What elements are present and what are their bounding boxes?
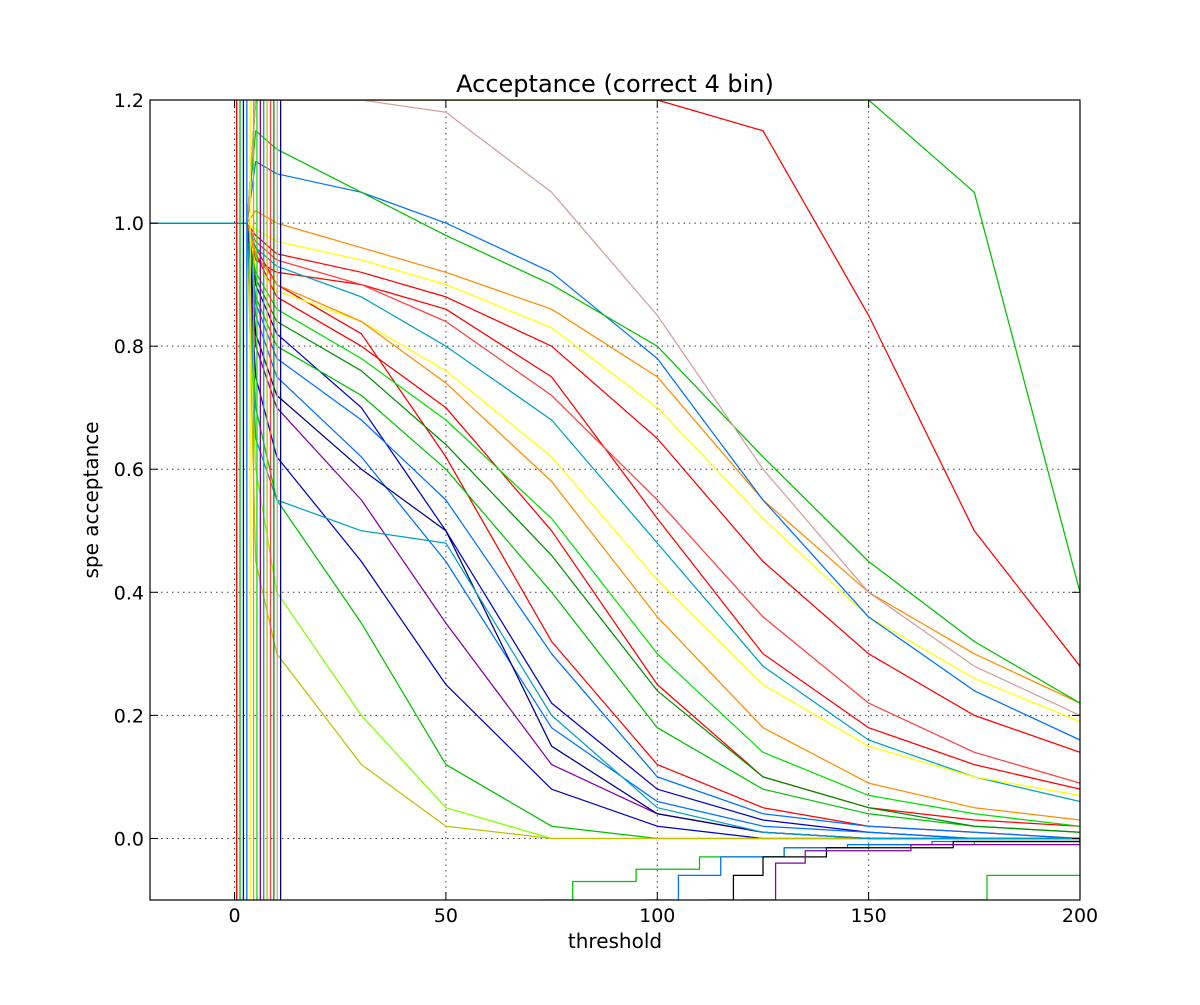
negative-tail-line-1	[644, 838, 1080, 900]
x-tick-label: 150	[851, 905, 887, 927]
series-line-17	[150, 160, 1080, 741]
series-line-11	[150, 222, 1080, 797]
negative-tail-line-4	[877, 874, 1080, 900]
x-tick-label: 100	[639, 905, 675, 927]
series-line-25	[150, 100, 1080, 716]
series-group	[150, 100, 1080, 900]
series-line-8	[150, 222, 1080, 833]
x-axis-label: threshold	[568, 929, 662, 953]
series-line-2	[150, 222, 1080, 790]
series-line-21	[150, 222, 1080, 840]
y-tick-label: 0.0	[114, 828, 144, 850]
y-tick-label: 0.8	[114, 336, 144, 358]
series-line-27	[150, 222, 1080, 840]
y-tick-label: 0.4	[114, 582, 144, 604]
negative-tail-line-2	[708, 838, 1080, 900]
series-line-19	[150, 222, 1080, 784]
series-line-22	[150, 222, 1080, 821]
plot-frame	[149, 99, 1081, 901]
series-line-9	[150, 222, 1080, 827]
series-line-20	[150, 222, 1080, 833]
y-axis-label: spe acceptance	[79, 421, 103, 578]
y-tick-label: 0.6	[114, 459, 144, 481]
series-line-10	[150, 222, 1080, 803]
y-tick-label: 0.2	[114, 705, 144, 727]
x-tick-label: 0	[228, 905, 240, 927]
negative-tail-line-3	[741, 838, 1080, 900]
series-line-12	[150, 222, 1080, 723]
y-tick-label: 1.2	[114, 90, 144, 112]
x-tick-label: 50	[434, 905, 458, 927]
series-line-6	[150, 222, 1080, 840]
series-line-18	[150, 130, 1080, 704]
series-line-3	[150, 222, 1080, 753]
series-line-4	[150, 210, 1080, 704]
x-tick-label: 200	[1062, 905, 1098, 927]
y-tick-label: 1.0	[114, 213, 144, 235]
series-line-1	[150, 222, 1080, 827]
chart-title: Acceptance (correct 4 bin)	[456, 70, 774, 98]
grid	[150, 99, 1081, 900]
axis-ticks: 0 50 100 150 200 0.0 0.2 0.4 0.6 0.8 1.0 1.2	[114, 90, 1098, 927]
series-line-23	[150, 100, 1080, 667]
